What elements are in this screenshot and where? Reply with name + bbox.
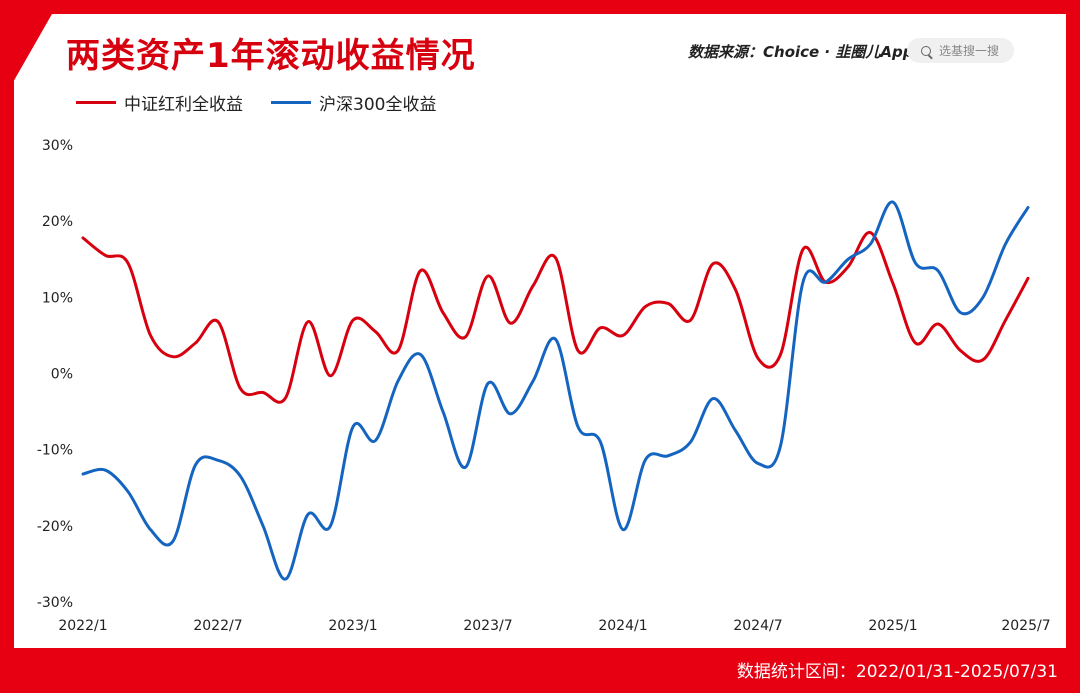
legend-item-red: 中证红利全收益 (76, 90, 243, 115)
y-tick-label: 0% (51, 367, 73, 383)
legend-label-red: 中证红利全收益 (124, 95, 243, 115)
data-source: 数据来源：Choice · 韭圈儿App (688, 43, 914, 61)
x-tick-label: 2025/7 (1001, 618, 1050, 634)
date-range-footer: 数据统计区间：2022/01/31-2025/07/31 (736, 662, 1058, 682)
chart-card (14, 14, 1066, 648)
y-tick-label: 10% (42, 290, 73, 306)
legend-item-blue: 沪深300全收益 (271, 90, 436, 115)
legend-swatch-blue (271, 101, 311, 104)
y-tick-label: -10% (37, 443, 73, 459)
legend-swatch-red (76, 101, 116, 104)
search-icon (921, 45, 931, 56)
series-line-dividend (81, 231, 1030, 404)
chart-title: 两类资产1年滚动收益情况 (66, 36, 476, 76)
x-tick-label: 2023/1 (328, 618, 377, 634)
search-box[interactable]: 选基搜一搜 (907, 38, 1014, 63)
x-tick-label: 2022/7 (193, 618, 242, 634)
legend-label-blue: 沪深300全收益 (319, 95, 437, 115)
y-tick-label: 20% (42, 214, 73, 230)
x-tick-label: 2022/1 (58, 618, 107, 634)
corner-decoration (0, 0, 60, 105)
x-tick-label: 2023/7 (463, 618, 512, 634)
x-tick-label: 2025/1 (868, 618, 917, 634)
x-tick-label: 2024/7 (733, 618, 782, 634)
search-placeholder: 选基搜一搜 (939, 44, 1000, 58)
x-tick-label: 2024/1 (598, 618, 647, 634)
y-tick-label: -20% (37, 519, 73, 535)
series-line-csi300 (81, 200, 1030, 581)
y-tick-label: 30% (42, 138, 73, 154)
y-tick-label: -30% (37, 595, 73, 611)
